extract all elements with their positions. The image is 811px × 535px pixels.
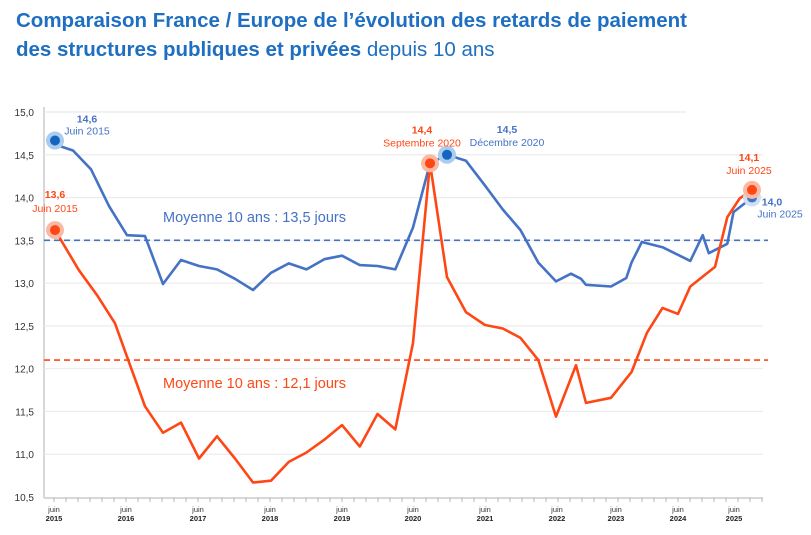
- y-tick-label: 13,0: [15, 279, 35, 290]
- annotation-label: Septembre 2020: [383, 137, 461, 149]
- y-tick-label: 13,5: [15, 236, 35, 247]
- annotation-label: Décembre 2020: [470, 137, 545, 149]
- highlight-point: [50, 135, 60, 146]
- highlight-point: [747, 184, 757, 195]
- highlight-point: [50, 225, 60, 236]
- france-line: [54, 143, 753, 292]
- x-tick-label-year: 2019: [334, 514, 351, 523]
- annotation-value: 14,6: [77, 114, 98, 126]
- y-tick-label: 12,5: [15, 322, 35, 333]
- average-label: Moyenne 10 ans : 12,1 jours: [163, 376, 346, 392]
- x-tick-label-month: juin: [406, 505, 419, 514]
- europe-line: [53, 162, 753, 484]
- y-tick-label: 11,5: [15, 407, 34, 418]
- annotation-value: 13,6: [45, 189, 66, 201]
- title-bold-part: des structures publiques et privées: [16, 38, 362, 61]
- y-tick-label: 12,0: [15, 365, 35, 376]
- y-tick-label: 15,0: [15, 108, 35, 119]
- x-tick-label-month: juin: [609, 505, 622, 514]
- average-label: Moyenne 10 ans : 13,5 jours: [163, 210, 346, 226]
- annotation-label: Juin 2015: [32, 203, 78, 215]
- x-tick-label-year: 2021: [477, 514, 494, 523]
- x-tick-label-year: 2025: [726, 514, 743, 523]
- x-tick-label-year: 2017: [190, 514, 207, 523]
- x-tick-label-year: 2024: [670, 514, 688, 523]
- x-tick-label-month: juin: [335, 505, 348, 514]
- annotation-label: Juin 2025: [757, 209, 803, 221]
- x-tick-label-year: 2020: [405, 514, 422, 523]
- x-tick-label-month: juin: [191, 505, 204, 514]
- x-tick-label-year: 2016: [118, 514, 135, 523]
- annotation-label: Juin 2015: [64, 126, 110, 138]
- y-tick-label: 11,0: [15, 450, 34, 461]
- x-tick-label-month: juin: [119, 505, 132, 514]
- x-tick-label-year: 2023: [608, 514, 625, 523]
- x-tick-label-month: juin: [671, 505, 684, 514]
- annotation-label: Juin 2025: [726, 165, 772, 177]
- annotation-value: 14,5: [497, 124, 518, 136]
- annotation-value: 14,1: [739, 152, 760, 164]
- y-tick-label: 14,0: [15, 194, 35, 205]
- y-tick-label: 14,5: [15, 151, 35, 162]
- x-tick-label-year: 2022: [549, 514, 566, 523]
- x-tick-label-month: juin: [550, 505, 563, 514]
- title-line-1: Comparaison France / Europe de l’évoluti…: [16, 9, 687, 32]
- highlight-point: [425, 158, 435, 169]
- x-tick-label-month: juin: [727, 505, 740, 514]
- x-tick-label-year: 2018: [262, 514, 279, 523]
- x-tick-label-month: juin: [47, 505, 60, 514]
- title-line-2: des structures publiques et privées depu…: [16, 35, 687, 64]
- x-tick-label-month: juin: [263, 505, 276, 514]
- x-tick-label-month: juin: [478, 505, 491, 514]
- highlight-point: [442, 149, 452, 160]
- annotation-value: 14,0: [762, 197, 783, 209]
- annotation-value: 14,4: [412, 124, 433, 136]
- y-tick-label: 10,5: [15, 493, 35, 504]
- chart-title: Comparaison France / Europe de l’évoluti…: [16, 6, 687, 64]
- title-light-part: depuis 10 ans: [361, 38, 495, 61]
- x-tick-label-year: 2015: [46, 514, 63, 523]
